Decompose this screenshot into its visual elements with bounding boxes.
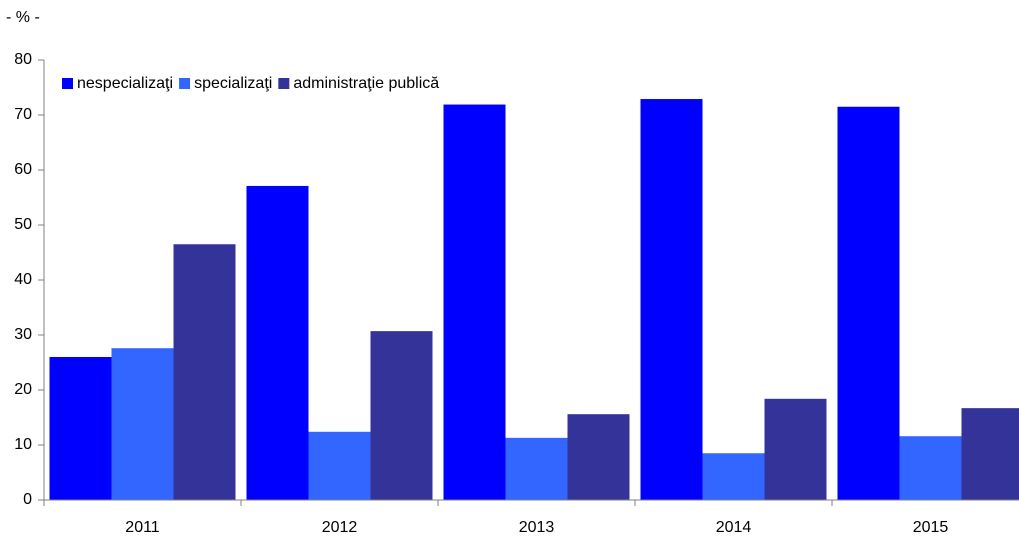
- bar: [961, 408, 1019, 500]
- bar: [173, 244, 236, 500]
- x-tick-label: 2014: [716, 519, 752, 536]
- y-tick-label: 0: [23, 491, 32, 508]
- legend-swatch: [62, 78, 73, 89]
- bar: [764, 398, 827, 500]
- x-tick-label: 2013: [519, 519, 555, 536]
- y-tick-label: 10: [14, 436, 32, 453]
- y-tick-label: 40: [14, 271, 32, 288]
- bar: [837, 106, 900, 500]
- bar: [567, 414, 630, 500]
- y-tick-label: 80: [14, 51, 32, 68]
- y-tick-label: 50: [14, 216, 32, 233]
- y-tick-label: 70: [14, 106, 32, 123]
- bar: [640, 99, 703, 501]
- bar: [308, 431, 371, 500]
- x-tick-label: 2012: [322, 519, 358, 536]
- x-tick-label: 2011: [125, 519, 160, 536]
- unit-label: - % -: [6, 9, 40, 26]
- x-tick-label: 2015: [913, 519, 949, 536]
- legend-label: administraţie publică: [293, 75, 439, 92]
- bar: [702, 453, 765, 500]
- bar: [505, 437, 568, 500]
- legend-swatch: [179, 78, 191, 89]
- y-tick-label: 30: [14, 326, 32, 343]
- bar: [111, 348, 174, 500]
- bar: [49, 357, 112, 500]
- y-tick-label: 20: [14, 381, 32, 398]
- bar: [899, 436, 962, 500]
- legend-swatch: [278, 78, 290, 89]
- legend-label: nespecializaţi: [77, 75, 173, 92]
- bar: [370, 331, 433, 500]
- y-tick-label: 60: [14, 161, 32, 178]
- bar: [246, 185, 309, 500]
- legend-label: specializaţi: [194, 75, 272, 92]
- bar: [443, 104, 506, 501]
